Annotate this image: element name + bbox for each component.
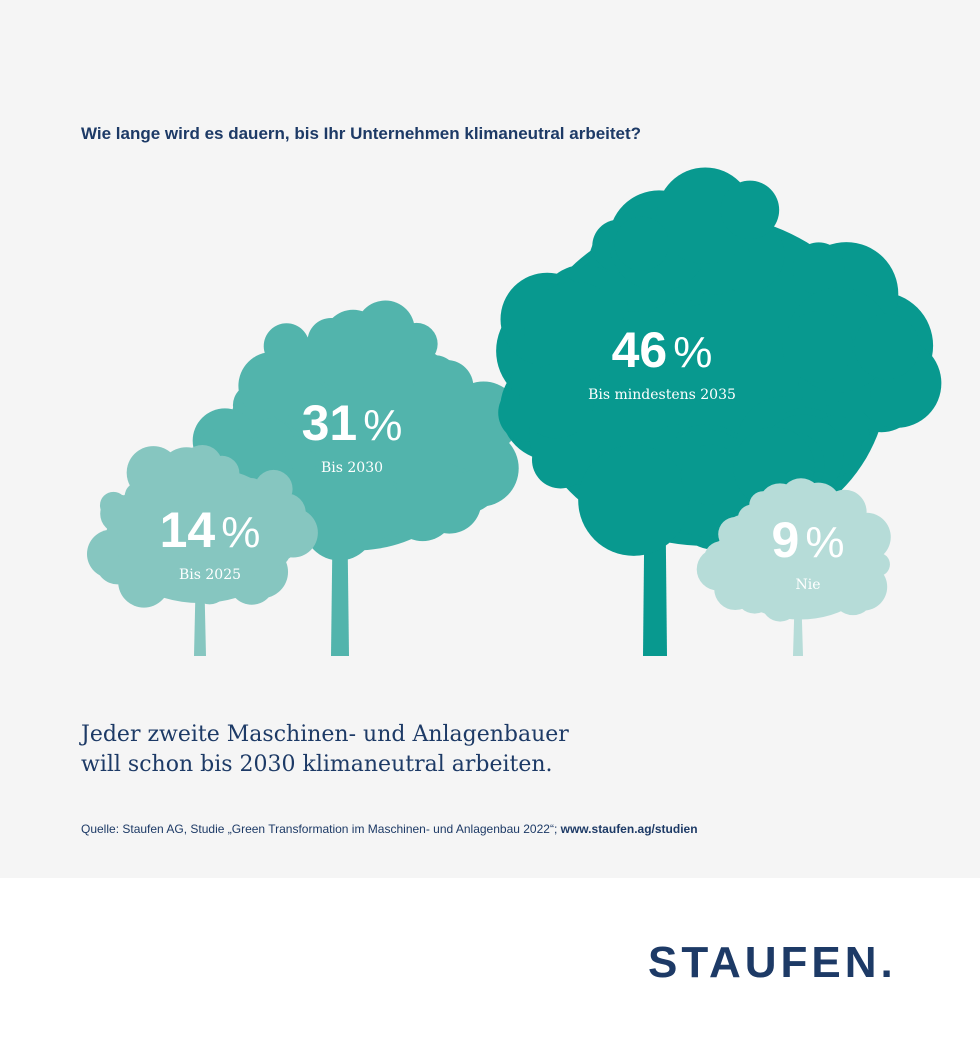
source-link[interactable]: www.staufen.ag/studien: [560, 822, 698, 836]
tree-label: 14% Bis 2025: [160, 505, 261, 583]
foliage-blob: [417, 469, 482, 534]
value-number: 46: [611, 322, 668, 378]
value-label: 31%: [302, 398, 403, 448]
foliage-blob: [786, 503, 818, 535]
foliage-blob: [183, 554, 221, 592]
foliage-blob: [296, 464, 358, 526]
tree-label: 31% Bis 2030: [302, 398, 403, 476]
foliage-blob: [715, 542, 764, 591]
category-label: Bis mindestens 2035: [588, 387, 736, 403]
value-number: 14: [159, 502, 216, 558]
percent-sign: %: [673, 328, 713, 377]
foliage-blob: [761, 584, 799, 622]
category-label: Nie: [795, 577, 821, 593]
foliage-blob: [263, 500, 295, 532]
foliage-blob: [99, 491, 127, 519]
foliage-blob: [150, 463, 177, 491]
foliage-blob: [578, 444, 690, 556]
staufen-logo: STAUFEN.: [648, 938, 897, 987]
foliage-blob: [614, 216, 669, 271]
foliage-blob: [182, 445, 223, 486]
foliage-blob: [782, 311, 853, 383]
foliage-blob: [355, 300, 415, 360]
tree-label: 9% Nie: [772, 515, 845, 593]
foliage-blob: [266, 360, 320, 414]
foliage-blob: [739, 511, 774, 547]
foliage-blob: [154, 566, 184, 595]
tree-bis-mindestens-2035: [496, 167, 942, 656]
value-number: 9: [771, 512, 800, 568]
tree-chart: [86, 167, 942, 656]
value-number: 31: [301, 395, 358, 451]
value-label: 9%: [772, 515, 845, 565]
foliage-blob: [435, 398, 507, 470]
foliage-blob: [519, 363, 594, 439]
value-label: 46%: [588, 325, 736, 375]
foliage-blob: [792, 242, 845, 295]
foliage-blob: [815, 578, 849, 613]
headline-line-2: will schon bis 2030 klimaneutral arbeite…: [81, 752, 553, 777]
chart-question: Wie lange wird es dauern, bis Ihr Untern…: [81, 124, 642, 143]
category-label: Bis 2030: [320, 460, 384, 476]
foliage-blob: [263, 323, 310, 369]
foliage-blob: [844, 540, 871, 567]
foliage-blob: [307, 317, 355, 366]
percent-sign: %: [363, 401, 403, 450]
percent-sign: %: [221, 508, 261, 557]
foliage-blob: [239, 483, 274, 518]
source-note: Quelle: Staufen AG, Studie „Green Transf…: [81, 822, 698, 836]
category-label: Bis 2025: [178, 567, 242, 583]
tree-bis-2025: [86, 445, 318, 656]
tree-nie: [696, 478, 891, 656]
foliage-blob: [531, 431, 590, 489]
source-text: Quelle: Staufen AG, Studie „Green Transf…: [81, 822, 561, 836]
tree-label: 46% Bis mindestens 2035: [588, 325, 736, 403]
headline: Jeder zweite Maschinen- und Anlagenbauer…: [81, 720, 569, 780]
percent-sign: %: [805, 518, 845, 567]
foliage-blob: [720, 180, 780, 240]
foliage-blob: [866, 552, 890, 577]
foliage-blob: [524, 281, 626, 383]
value-label: 14%: [160, 505, 261, 555]
foliage-blob: [680, 444, 742, 506]
foliage-blob: [854, 313, 920, 380]
headline-line-1: Jeder zweite Maschinen- und Anlagenbauer: [81, 722, 569, 747]
